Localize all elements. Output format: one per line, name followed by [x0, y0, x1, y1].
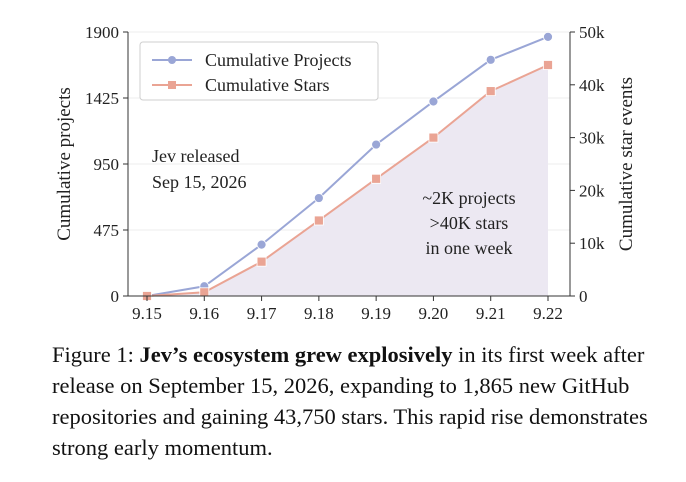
x-tick-label: 9.17 [247, 304, 277, 323]
projects-series-line [146, 35, 549, 297]
projects-point [256, 239, 267, 250]
caption-rest: in its first week after release on Septe… [52, 342, 648, 460]
projects-point [428, 96, 439, 107]
stars-area-fill [147, 65, 548, 296]
projects-point [371, 139, 382, 150]
left-tick-label: 0 [111, 287, 120, 306]
projects-point [313, 193, 324, 203]
projects-point [543, 31, 553, 42]
legend-stars-label: Cumulative Stars [205, 75, 330, 95]
projects-point [485, 54, 496, 65]
stars-point [371, 173, 382, 184]
release-annotation-line2: Sep 15, 2026 [152, 172, 247, 192]
x-tick-label: 9.16 [189, 304, 219, 323]
legend-box [139, 41, 379, 101]
axes [123, 31, 575, 301]
right-tick-label: 20k [579, 181, 605, 200]
left-tick-labels: 0 475 950 1425 1900 [85, 23, 119, 306]
x-tick-label: 9.15 [132, 304, 162, 323]
left-tick-label: 1425 [85, 89, 119, 108]
right-tick-label: 0 [579, 287, 588, 306]
stars-point [256, 256, 267, 267]
summary-annotation-line1: ~2K projects [422, 188, 515, 208]
x-tick-label: 9.22 [533, 304, 563, 323]
left-tick-label: 1900 [85, 23, 119, 42]
stars-point [199, 287, 210, 298]
left-tick-label: 475 [94, 221, 120, 240]
x-tick-labels: 9.15 9.16 9.17 9.18 9.19 9.20 9.21 9.22 [132, 304, 563, 323]
legend-projects-label: Cumulative Projects [205, 50, 351, 70]
stars-point [313, 215, 324, 226]
summary-annotation-line3: in one week [426, 238, 513, 258]
figure-caption: Figure 1: Jev’s ecosystem grew explosive… [52, 339, 652, 463]
right-tick-label: 40k [579, 76, 605, 95]
right-tick-label: 30k [579, 129, 605, 148]
release-annotation-line1: Jev released [152, 146, 239, 166]
series-layer [142, 31, 553, 301]
summary-annotation-line2: >40K stars [430, 213, 509, 233]
left-tick-label: 950 [94, 155, 120, 174]
right-tick-label: 50k [579, 23, 605, 42]
legend: Cumulative Projects Cumulative Stars [139, 41, 379, 101]
left-axis-title: Cumulative projects [54, 87, 75, 241]
legend-stars-marker [168, 81, 176, 89]
right-tick-labels: 0 10k 20k 30k 40k 50k [579, 23, 605, 306]
legend-projects-marker [168, 56, 176, 64]
stars-series-line [146, 64, 549, 297]
x-tick-label: 9.19 [361, 304, 391, 323]
caption-bold: Jev’s ecosystem grew explosively [139, 342, 453, 367]
x-tick-label: 9.18 [304, 304, 334, 323]
caption-label: Figure 1: [52, 342, 134, 367]
right-axis-title: Cumulative star events [616, 77, 637, 251]
stars-point [485, 86, 496, 97]
stars-point [543, 60, 553, 70]
x-tick-label: 9.21 [476, 304, 506, 323]
stars-point [428, 132, 439, 143]
right-tick-label: 10k [579, 234, 605, 253]
x-tick-label: 9.20 [419, 304, 449, 323]
